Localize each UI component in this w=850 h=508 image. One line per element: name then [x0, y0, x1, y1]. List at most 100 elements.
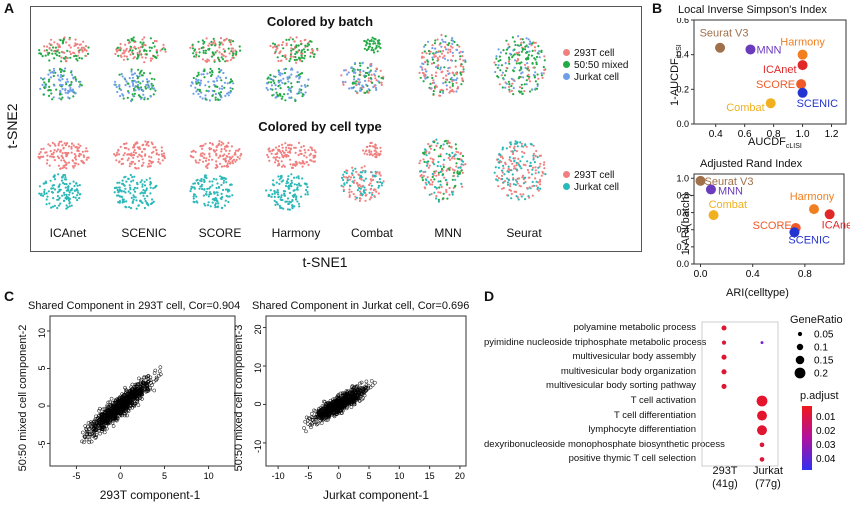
tsne-point: [65, 193, 68, 196]
tsne-point: [534, 80, 537, 83]
tsne-point: [435, 170, 438, 173]
tsne-point: [280, 196, 283, 199]
tsne-point: [541, 170, 544, 174]
tsne-point: [140, 74, 143, 77]
tsne-point: [528, 40, 532, 43]
tsne-point: [542, 65, 545, 69]
tsne-point: [143, 36, 146, 39]
tsne-point: [454, 59, 457, 62]
tsne-point: [273, 199, 276, 202]
tsne-point: [43, 81, 46, 84]
tsne-point: [68, 197, 71, 200]
tsne-point: [494, 63, 497, 66]
scatter-point: [316, 407, 321, 411]
scatter-point: [351, 391, 355, 396]
tsne-point: [509, 182, 512, 186]
tsne-point: [72, 180, 75, 183]
tsne-point: [137, 46, 140, 50]
d-term-label: pyimidine nucleoside triphosphate metabo…: [484, 336, 707, 348]
tsne-point: [273, 192, 276, 195]
tsne-point: [42, 194, 45, 197]
scatter-point: [146, 374, 151, 379]
tsne-point: [120, 190, 123, 193]
tsne-point: [372, 40, 375, 43]
scatter-point: [97, 413, 102, 418]
tsne-point: [198, 158, 201, 162]
tsne-point: [46, 154, 49, 157]
tsne-point: [360, 185, 363, 188]
tsne-point: [368, 39, 371, 43]
tsne-point: [352, 169, 355, 172]
tsne-point: [449, 86, 452, 89]
tsne-point: [453, 169, 456, 172]
tsne-point: [527, 38, 530, 41]
tsne-point: [129, 192, 132, 195]
tsne-point: [515, 195, 518, 198]
tsne-point: [508, 158, 511, 161]
tsne-point: [124, 84, 127, 87]
tsne-point: [447, 156, 450, 160]
legend-swatch: [563, 73, 570, 80]
tsne-point: [222, 71, 225, 75]
tsne-point: [360, 192, 363, 195]
tsne-point: [224, 199, 227, 202]
scatter-point: [336, 395, 341, 400]
tsne-point: [124, 175, 127, 178]
tsne-point: [421, 179, 424, 182]
tsne-point: [279, 150, 282, 153]
panel-a-xlabel: t-SNE1: [302, 254, 348, 270]
tsne-point: [59, 79, 62, 82]
scatter-point: [148, 386, 152, 390]
tsne-point: [365, 145, 368, 148]
tsne-point: [216, 206, 219, 209]
tsne-point: [508, 62, 511, 65]
method-point: [745, 44, 756, 55]
tsne-point: [453, 40, 456, 44]
tsne-point: [423, 45, 426, 48]
tsne-point: [208, 141, 212, 145]
tsne-point: [202, 178, 205, 181]
tsne-point: [446, 59, 449, 62]
tsne-point: [142, 194, 145, 197]
tsne-point: [68, 193, 71, 196]
tsne-point: [205, 176, 208, 180]
tsne-point: [118, 153, 121, 156]
tsne-point: [301, 160, 304, 163]
tsne-point: [198, 187, 201, 190]
tsne-point: [128, 165, 131, 168]
tsne-point: [447, 72, 450, 75]
tsne-point: [50, 49, 53, 52]
tsne-point: [231, 47, 235, 50]
tsne-point: [61, 152, 64, 155]
tsne-point: [495, 55, 498, 58]
tsne-point: [296, 80, 299, 84]
tsne-point: [493, 171, 496, 174]
method-point: [708, 210, 719, 221]
tsne-point: [52, 67, 56, 70]
tsne-point: [372, 51, 376, 54]
tsne-point: [81, 160, 84, 163]
tsne-point: [342, 173, 345, 176]
tsne-point: [277, 149, 280, 152]
tsne-point: [231, 56, 234, 59]
tsne-point: [456, 87, 459, 90]
tsne-point: [525, 145, 528, 148]
tsne-point: [300, 91, 303, 94]
tsne-point: [211, 180, 214, 183]
tsne-point: [124, 205, 127, 208]
tsne-point: [453, 157, 456, 160]
tsne-point: [273, 195, 276, 198]
tsne-point: [152, 41, 155, 45]
tsne-point: [202, 160, 205, 163]
tsne-point: [515, 150, 518, 153]
tsne-point: [143, 61, 146, 64]
tsne-point: [215, 154, 218, 157]
tsne-point: [65, 151, 68, 155]
tsne-point: [64, 67, 67, 70]
tsne-point: [459, 152, 462, 156]
tsne-point: [528, 50, 531, 53]
tsne-point: [132, 36, 135, 39]
tsne-point: [126, 96, 129, 99]
tsne-point: [518, 91, 522, 94]
